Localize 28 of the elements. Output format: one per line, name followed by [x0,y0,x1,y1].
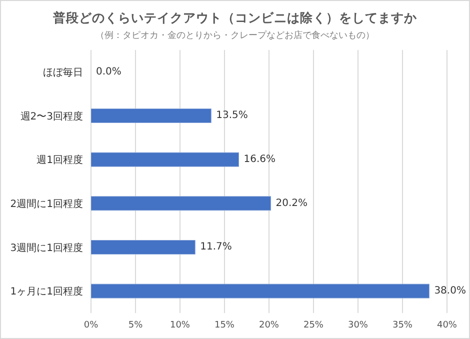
data-label: 0.0% [96,66,122,78]
chart-subtitle: （例：タピオカ・金のとりから・クレープなどお店で食べないもの） [94,29,376,42]
x-tick-label: 30% [348,320,368,330]
x-tick-label: 35% [392,320,413,330]
bar [91,196,272,211]
x-tick-label: 15% [214,320,235,330]
y-tick-label: 2週間に1回程度 [10,198,83,210]
data-label: 13.5% [216,110,248,122]
x-tick-label: 5% [128,320,144,330]
x-tick-label: 25% [303,320,324,330]
y-tick-label: 週2〜3回程度 [20,110,83,122]
y-tick-label: 3週間に1回程度 [10,242,83,254]
bar [91,108,212,123]
y-tick-label: 1ヶ月に1回程度 [10,286,83,298]
x-tick-label: 0% [84,320,99,330]
x-tick-label: 20% [258,320,280,330]
data-label: 11.7% [200,242,232,253]
bar [91,152,239,167]
data-label: 38.0% [434,286,466,297]
bar [91,284,430,298]
y-tick-label: 週1回程度 [36,154,83,166]
x-tick-label: 10% [170,320,190,330]
chart-title: 普段どのくらいテイクアウト（コンビニは除く）をしてますか [52,9,418,27]
data-label: 20.2% [276,198,308,209]
y-tick-label: ほぼ毎日 [43,66,83,78]
x-tick-label: 40% [436,320,458,330]
bar [91,240,196,254]
data-label: 16.6% [244,154,276,166]
